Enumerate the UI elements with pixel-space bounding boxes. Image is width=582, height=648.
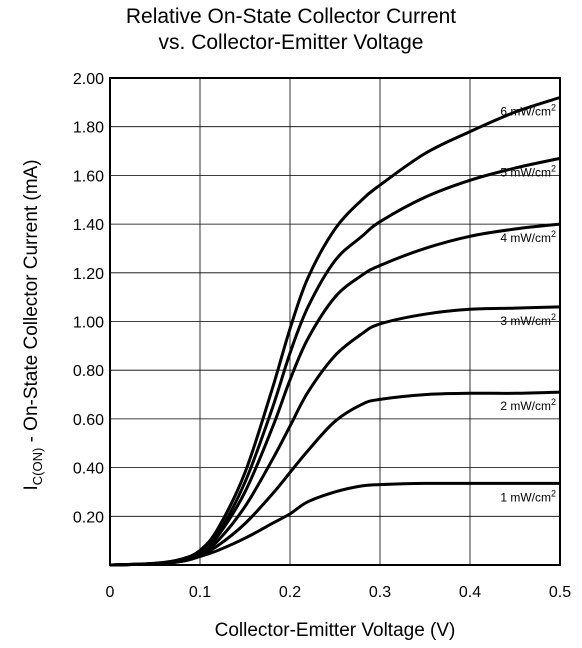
series-label-text: 4 mW/cm	[500, 231, 551, 245]
series-label-text: 2 mW/cm	[500, 399, 551, 413]
y-tick-label: 1.80	[73, 120, 104, 137]
y-axis-label-rest: - On-State Collector Current (mA)	[21, 159, 43, 448]
series-line	[109, 156, 561, 567]
y-tick-label: 2.00	[73, 71, 104, 88]
y-tick-label: 0.20	[73, 509, 104, 526]
y-tick-label: 1.40	[73, 217, 104, 234]
series-label-text: 3 mW/cm	[500, 314, 551, 328]
x-tick-label: 0.4	[459, 584, 481, 601]
series-label-text: 1 mW/cm	[500, 490, 551, 504]
y-tick-label: 0.80	[73, 363, 104, 380]
series-label: 2 mW/cm2	[500, 397, 556, 413]
y-tick-label: 0.40	[73, 461, 104, 478]
x-tick-label: 0.5	[549, 584, 571, 601]
series-label-text: 6 mW/cm	[500, 104, 551, 118]
x-tick-label: 0	[106, 584, 115, 601]
series-label-superscript: 2	[551, 488, 556, 498]
series-label: 1 mW/cm2	[500, 488, 556, 504]
y-axis-label-main: I	[21, 485, 43, 491]
y-tick-labels: 0.20 0.40 0.60 0.80 1.00 1.20 1.40 1.60 1.80 2.00	[73, 71, 104, 526]
series-label: 3 mW/cm2	[500, 312, 556, 328]
series-label: 4 mW/cm2	[500, 229, 556, 245]
chart-subtitle: vs. Collector-Emitter Voltage	[158, 31, 424, 54]
y-tick-label: 1.60	[73, 168, 104, 185]
x-tick-label: 0.1	[189, 584, 211, 601]
grid-lines	[110, 78, 560, 565]
y-axis-label-subscript: C(ON)	[29, 447, 45, 486]
series-label-superscript: 2	[551, 163, 556, 173]
series-label-superscript: 2	[551, 312, 556, 322]
series-label-superscript: 2	[551, 229, 556, 239]
series-group	[109, 96, 561, 567]
series-line	[109, 390, 561, 567]
series-label-superscript: 2	[551, 397, 556, 407]
series-line	[109, 96, 561, 567]
x-tick-label: 0.2	[279, 584, 301, 601]
series-line	[109, 481, 560, 567]
x-tick-labels: 0 0.1 0.2 0.3 0.4 0.5	[106, 584, 572, 601]
x-tick-label: 0.3	[369, 584, 391, 601]
plot-frame	[109, 77, 561, 566]
y-tick-label: 1.00	[73, 315, 104, 332]
y-tick-label: 1.20	[73, 266, 104, 283]
series-line	[109, 305, 561, 567]
x-axis-label: Collector-Emitter Voltage (V)	[214, 620, 456, 641]
series-label: 5 mW/cm2	[500, 163, 556, 179]
y-tick-label: 0.60	[73, 412, 104, 429]
series-label-text: 5 mW/cm	[500, 165, 551, 179]
chart-title: Relative On-State Collector Current	[125, 5, 457, 28]
series-label: 6 mW/cm2	[500, 102, 556, 118]
series-label-superscript: 2	[551, 102, 556, 112]
